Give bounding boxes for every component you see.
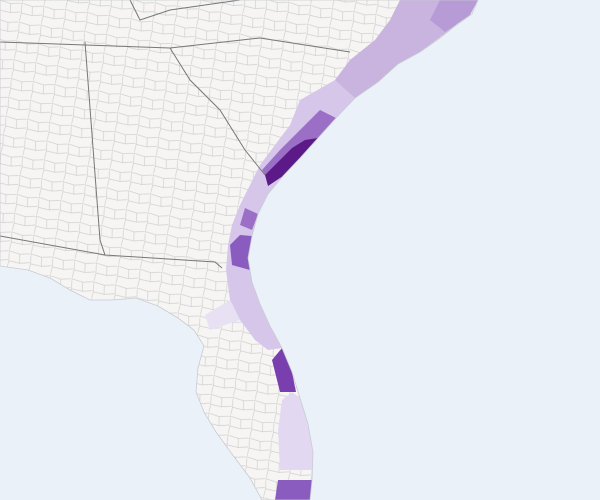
state-borders (0, 0, 351, 269)
coastal-counties (205, 0, 478, 500)
